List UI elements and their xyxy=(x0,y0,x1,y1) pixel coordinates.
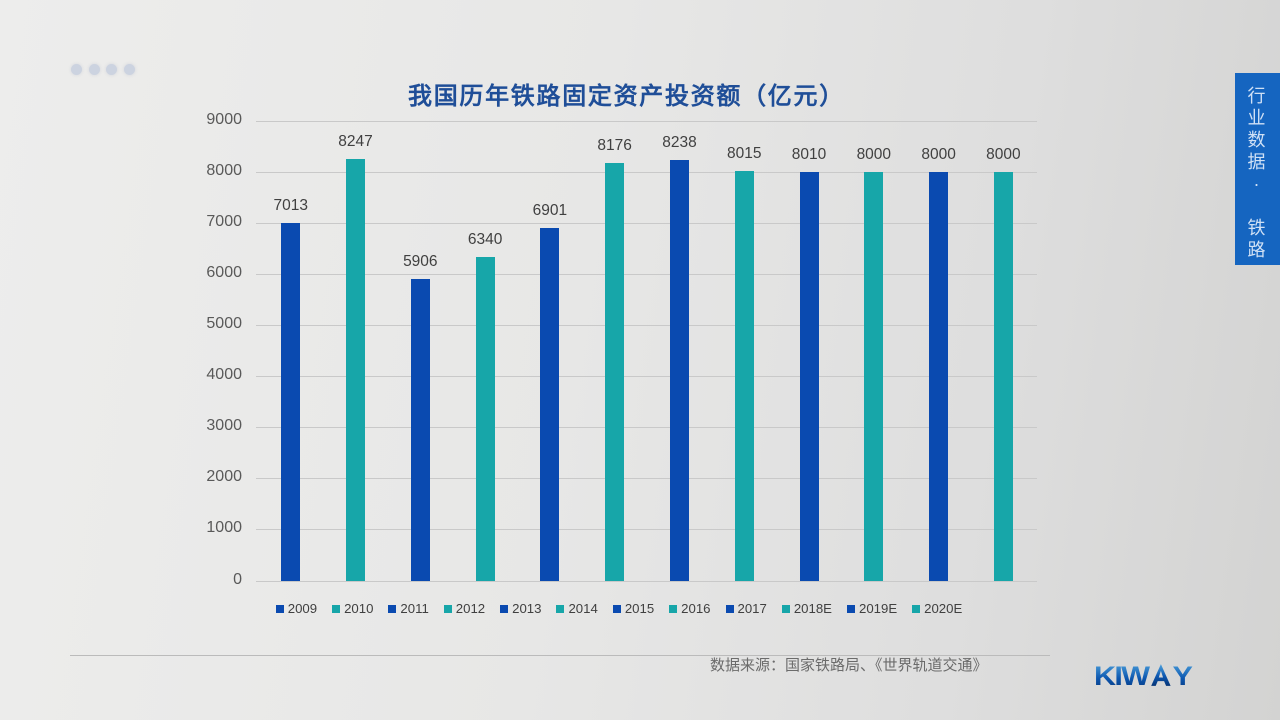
svg-text:KIW: KIW xyxy=(1094,663,1151,691)
svg-text:Y: Y xyxy=(1172,663,1192,691)
